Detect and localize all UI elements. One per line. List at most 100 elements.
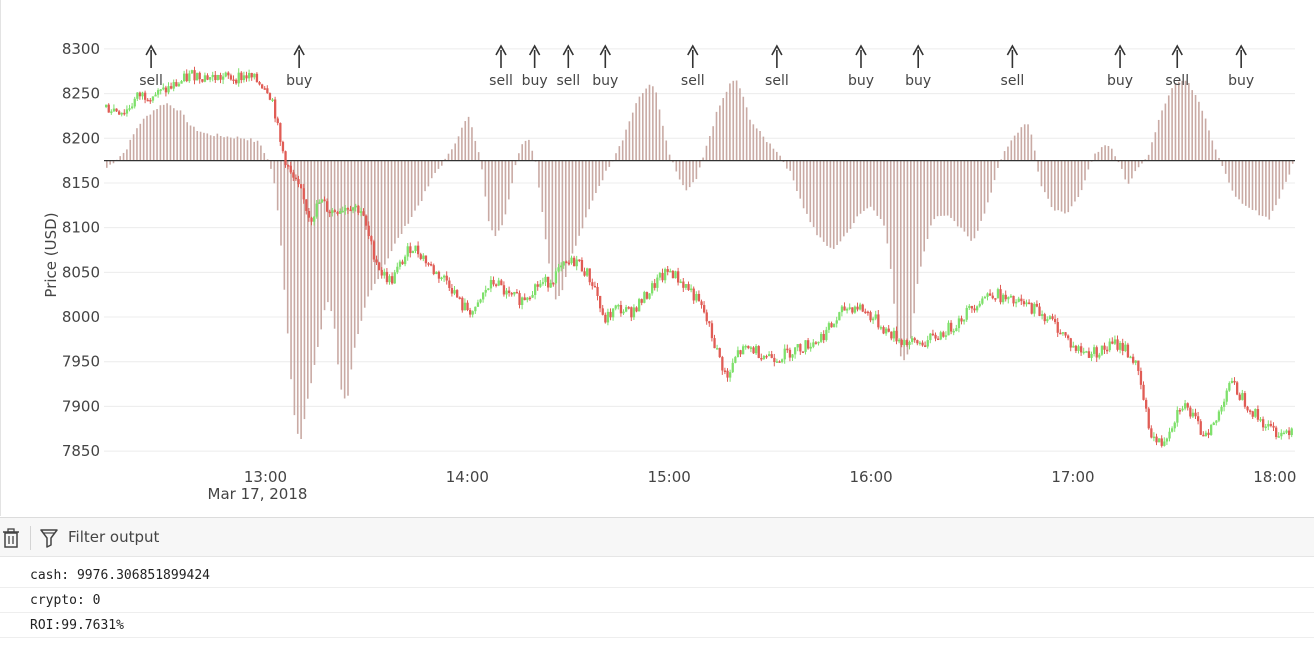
histogram-bar xyxy=(183,114,185,161)
histogram-bar xyxy=(1010,140,1013,161)
candle xyxy=(526,297,529,301)
y-tick-label: 8100 xyxy=(62,219,100,237)
histogram-bar xyxy=(940,160,942,216)
histogram-bar xyxy=(591,160,594,201)
candle xyxy=(258,82,261,85)
candle xyxy=(372,241,376,260)
histogram-bar xyxy=(256,140,259,161)
histogram-bar xyxy=(1094,153,1096,161)
histogram-bar xyxy=(819,160,822,238)
candle xyxy=(645,292,649,299)
arrow-head xyxy=(145,44,157,56)
histogram-bar xyxy=(853,160,855,224)
candle xyxy=(999,289,1002,303)
histogram-bar xyxy=(457,136,460,161)
candle xyxy=(599,295,602,309)
trade-annotation: sell xyxy=(681,44,705,89)
histogram-bar xyxy=(548,160,550,264)
candle xyxy=(1228,383,1231,391)
candle xyxy=(882,327,885,334)
histogram-bar xyxy=(109,160,111,165)
histogram-bar xyxy=(930,160,932,226)
histogram-bar xyxy=(1271,160,1274,211)
candle xyxy=(565,261,568,264)
candle xyxy=(344,207,347,211)
candle xyxy=(1074,345,1078,351)
candle xyxy=(661,272,664,281)
candle xyxy=(835,320,838,324)
candle xyxy=(768,354,771,356)
histogram-bar xyxy=(739,88,741,161)
trade-label: sell xyxy=(1165,73,1189,89)
histogram-bar xyxy=(1084,160,1086,181)
histogram-bar xyxy=(380,160,383,272)
histogram-bar xyxy=(400,160,403,234)
candle xyxy=(1126,344,1130,358)
histogram-bar xyxy=(1208,130,1210,161)
histogram-bar xyxy=(1281,160,1284,190)
histogram-bar xyxy=(1231,160,1234,191)
candle xyxy=(697,293,701,302)
candle xyxy=(1223,401,1226,407)
histogram-bar xyxy=(973,160,976,239)
candle xyxy=(432,265,435,275)
candle xyxy=(268,93,272,100)
candle xyxy=(1093,347,1096,354)
histogram-bar xyxy=(1057,160,1059,211)
histogram-bar xyxy=(176,110,178,161)
histogram-bar xyxy=(447,153,450,161)
candle xyxy=(755,346,758,354)
candle xyxy=(1204,432,1208,437)
candle xyxy=(749,347,753,349)
price-chart[interactable]: 7850 7900 7950 8000 8050 8100 8150 8200 8250 8300… xyxy=(1,0,1314,516)
candle xyxy=(583,271,586,276)
histogram-bar xyxy=(896,160,899,339)
histogram-bar xyxy=(772,148,775,161)
candle xyxy=(482,292,485,300)
candle xyxy=(406,246,409,257)
histogram-bar xyxy=(970,160,972,241)
candle xyxy=(840,306,844,313)
histogram-bar xyxy=(732,80,735,161)
histogram-bar xyxy=(564,160,567,278)
candle xyxy=(596,286,599,296)
candle xyxy=(1256,409,1260,420)
candle xyxy=(991,295,994,299)
histogram-bar xyxy=(243,138,245,161)
candle xyxy=(1095,347,1098,358)
histogram-bar xyxy=(1114,156,1116,161)
trash-icon[interactable] xyxy=(2,528,20,548)
histogram-bar xyxy=(162,104,165,161)
candle xyxy=(1085,351,1088,353)
histogram-bar xyxy=(1007,146,1009,161)
histogram-bar xyxy=(568,160,570,266)
candle xyxy=(1137,360,1140,371)
histogram-bar xyxy=(1000,159,1003,161)
filter-output-input[interactable] xyxy=(64,524,472,550)
histogram-bar xyxy=(1181,80,1183,161)
candle xyxy=(110,111,113,113)
histogram-bar xyxy=(893,160,895,304)
candle xyxy=(502,285,506,295)
candle xyxy=(786,348,789,351)
histogram-bar xyxy=(427,160,430,187)
candle xyxy=(1163,441,1166,446)
histogram-bar xyxy=(511,160,513,184)
candle xyxy=(297,179,300,185)
chart-area[interactable]: 7850 7900 7950 8000 8050 8100 8150 8200 8250 8300… xyxy=(0,0,1314,516)
candle xyxy=(796,344,799,348)
candle xyxy=(1241,393,1244,400)
candle xyxy=(414,245,417,252)
histogram-bar xyxy=(1245,160,1247,206)
histogram-bar xyxy=(987,160,989,203)
candle xyxy=(443,275,446,278)
histogram-bar xyxy=(762,136,765,161)
histogram-bar xyxy=(873,160,875,211)
candle xyxy=(133,98,136,107)
histogram-bar xyxy=(1070,160,1073,207)
candle xyxy=(1238,394,1241,400)
candle xyxy=(1082,351,1085,354)
histogram-bar xyxy=(749,119,751,161)
candle xyxy=(578,259,581,262)
candle xyxy=(1191,412,1195,417)
